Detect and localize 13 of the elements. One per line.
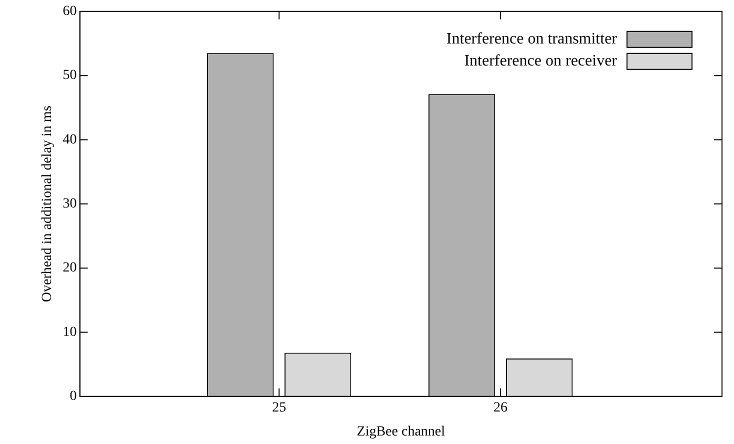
x-axis-title: ZigBee channel [356,424,446,440]
y-tick-label: 60 [62,4,77,20]
y-axis-title: Overhead in additional delay in ms [40,106,56,302]
legend-label: Interference on transmitter [446,30,618,48]
y-tick-label: 40 [62,132,77,148]
legend-label: Interference on receiver [464,52,618,70]
y-tick-label: 50 [62,68,77,84]
y-tick-label: 10 [62,324,77,340]
x-tick-label: 26 [494,400,508,416]
y-tick-label: 0 [70,389,77,404]
y-tick-label: 20 [62,260,77,276]
x-tick-label: 25 [272,400,286,416]
y-tick-label: 30 [62,196,77,212]
